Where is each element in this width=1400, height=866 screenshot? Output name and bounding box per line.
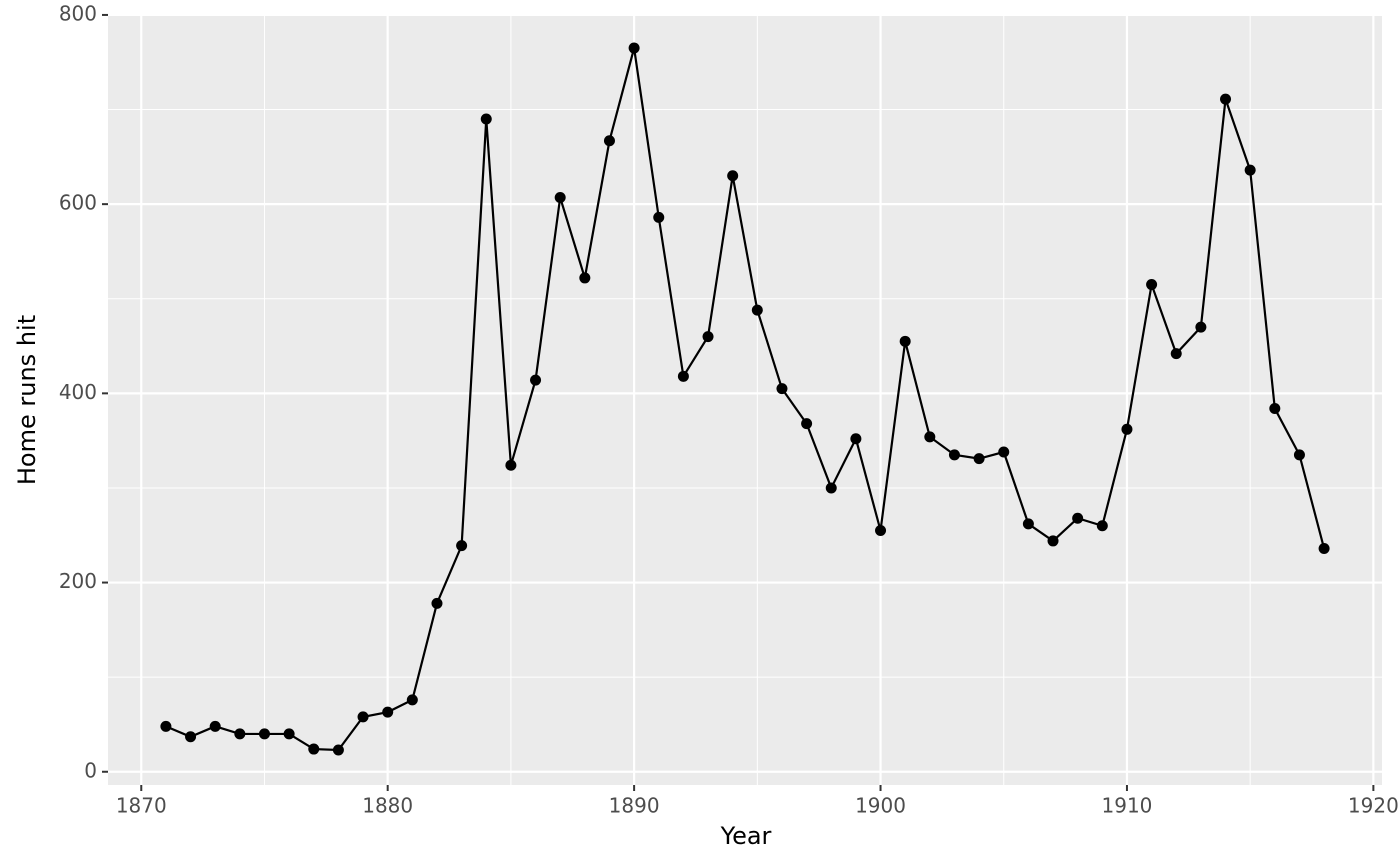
point	[185, 731, 197, 743]
point	[875, 525, 887, 537]
x-tick-label: 1870	[116, 794, 167, 818]
point	[431, 597, 443, 609]
point	[1269, 402, 1281, 414]
point	[456, 540, 468, 552]
x-tick-label: 1880	[362, 794, 413, 818]
point	[505, 459, 517, 471]
x-tick-label: 1900	[855, 794, 906, 818]
point	[332, 744, 344, 756]
point	[357, 711, 369, 723]
x-axis-title: Year	[720, 822, 772, 850]
point	[948, 449, 960, 461]
point	[727, 170, 739, 182]
line	[165, 47, 1326, 752]
point	[653, 211, 665, 223]
point	[234, 728, 246, 740]
point	[628, 42, 640, 54]
point	[258, 728, 270, 740]
y-axis-title: Home runs hit	[13, 315, 41, 485]
point	[1195, 321, 1207, 333]
point	[382, 706, 394, 718]
point	[1318, 542, 1330, 554]
point	[1244, 164, 1256, 176]
x-tick-label: 1920	[1348, 794, 1399, 818]
point	[1047, 535, 1059, 547]
point	[801, 418, 813, 430]
point	[825, 482, 837, 494]
point	[1170, 348, 1182, 360]
y-tick-label: 0	[84, 758, 97, 782]
y-tick-label: 400	[59, 380, 97, 404]
point	[406, 694, 418, 706]
point	[899, 335, 911, 347]
point	[998, 446, 1010, 458]
point	[1220, 93, 1232, 105]
y-tick-label: 600	[59, 191, 97, 215]
point	[1022, 518, 1034, 530]
point	[283, 728, 295, 740]
y-tick-label: 200	[59, 569, 97, 593]
point	[702, 331, 714, 343]
point	[1072, 512, 1084, 524]
point	[1096, 520, 1108, 532]
point	[160, 720, 172, 732]
point	[530, 374, 542, 386]
point	[579, 272, 591, 284]
point	[1121, 423, 1133, 435]
point	[850, 433, 862, 445]
point	[751, 304, 763, 316]
point	[209, 720, 221, 732]
point	[554, 192, 566, 204]
point	[924, 431, 936, 443]
panel	[108, 14, 1382, 785]
point	[973, 453, 985, 465]
point	[776, 383, 788, 395]
point	[1293, 449, 1305, 461]
point	[480, 113, 492, 125]
y-tick-label: 800	[59, 1, 97, 25]
point	[308, 743, 320, 755]
x-tick-label: 1890	[609, 794, 660, 818]
point	[603, 135, 615, 147]
point	[677, 370, 689, 382]
x-tick-label: 1910	[1102, 794, 1153, 818]
point	[1146, 279, 1158, 291]
